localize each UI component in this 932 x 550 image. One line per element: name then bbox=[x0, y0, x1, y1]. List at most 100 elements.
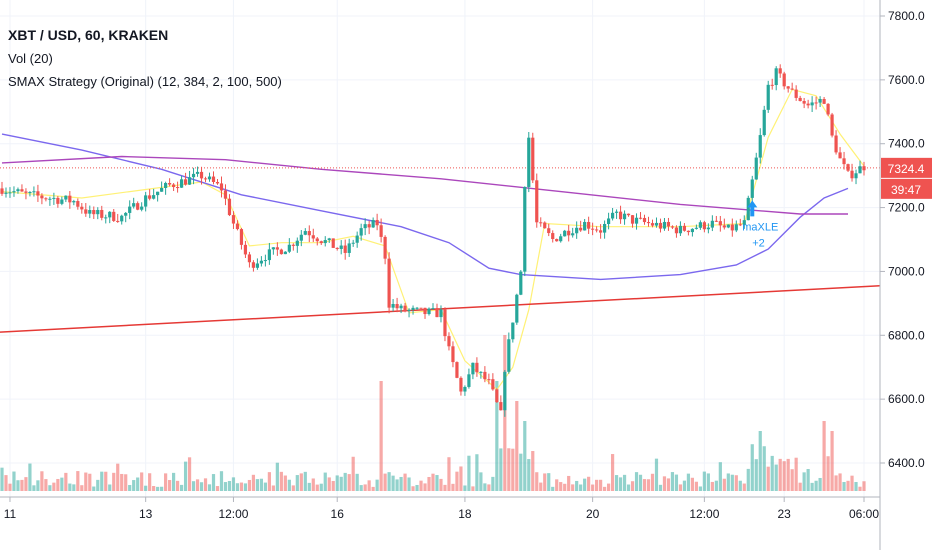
candle-body bbox=[511, 322, 515, 340]
volume-bar bbox=[483, 483, 487, 491]
volume-bar bbox=[802, 472, 806, 491]
candle-body bbox=[459, 377, 463, 392]
volume-bar bbox=[722, 478, 726, 491]
candle-body bbox=[519, 271, 523, 295]
volume-bar bbox=[291, 485, 295, 491]
time-axis[interactable]: 11 13 12:00 16 18 20 12:00 23 06:00 bbox=[4, 497, 880, 521]
price-tick-label: 7200.0 bbox=[888, 201, 925, 215]
volume-bar bbox=[746, 468, 750, 491]
candle-body bbox=[726, 224, 730, 228]
candle-body bbox=[168, 183, 172, 185]
candle-body bbox=[112, 211, 116, 221]
volume-bar bbox=[211, 474, 216, 491]
candle-body bbox=[670, 226, 675, 228]
volume-bar bbox=[750, 444, 754, 491]
volume-bar bbox=[778, 458, 782, 491]
volume-bar bbox=[622, 474, 627, 491]
candle-body bbox=[419, 307, 423, 309]
candle-body bbox=[678, 225, 683, 234]
volume-bar bbox=[168, 480, 172, 491]
candle-body bbox=[299, 234, 303, 241]
volume-bar bbox=[112, 472, 116, 491]
volume-bar bbox=[702, 471, 706, 491]
candle-body bbox=[618, 211, 623, 220]
time-tick-label: 18 bbox=[458, 507, 472, 521]
candle-body bbox=[706, 227, 710, 230]
volume-bar bbox=[156, 486, 160, 491]
strategy-indicator-label[interactable]: SMAX Strategy (Original) (12, 384, 2, 10… bbox=[8, 74, 282, 89]
candle-body bbox=[263, 260, 267, 262]
volume-bar bbox=[120, 473, 124, 491]
volume-bar bbox=[443, 484, 447, 491]
last-price-text: 7324.4 bbox=[888, 162, 925, 176]
candle-body bbox=[104, 217, 108, 219]
volume-bar bbox=[243, 483, 248, 491]
volume-bar bbox=[375, 479, 379, 491]
time-tick-label: 06:00 bbox=[849, 507, 879, 521]
volume-bar bbox=[363, 484, 367, 491]
volume-bar bbox=[339, 476, 343, 491]
candle-body bbox=[806, 103, 810, 106]
volume-bar bbox=[347, 474, 351, 491]
volume-bar bbox=[798, 482, 802, 491]
volume-bar bbox=[527, 459, 531, 491]
volume-bar bbox=[535, 472, 539, 491]
volume-bar bbox=[547, 473, 551, 491]
candle-body bbox=[235, 223, 240, 230]
price-axis[interactable] bbox=[880, 0, 932, 550]
volume-bar bbox=[487, 484, 491, 491]
volume-bar bbox=[710, 481, 714, 491]
volume-bar bbox=[311, 478, 315, 491]
candle-body bbox=[599, 230, 603, 233]
candle-body bbox=[491, 379, 495, 390]
candle-body bbox=[766, 84, 770, 110]
volume-bar bbox=[219, 471, 224, 491]
candle-body bbox=[28, 191, 32, 193]
candle-body bbox=[48, 198, 52, 200]
volume-bar bbox=[491, 476, 495, 491]
volume-bar bbox=[463, 485, 467, 491]
volume-bar bbox=[271, 485, 275, 491]
candle-body bbox=[810, 102, 814, 106]
volume-indicator-label[interactable]: Vol (20) bbox=[8, 51, 53, 66]
trade-signal[interactable]: maXLE +2 bbox=[742, 200, 778, 249]
candle-body bbox=[650, 223, 655, 226]
symbol-title[interactable]: XBT / USD, 60, KRAKEN bbox=[8, 27, 169, 43]
long-entry-arrow-icon bbox=[747, 200, 758, 217]
candle-body bbox=[179, 179, 184, 188]
volume-bar bbox=[335, 475, 339, 491]
candle-body bbox=[259, 260, 263, 264]
candle-body bbox=[339, 245, 343, 249]
volume-bar bbox=[247, 479, 252, 491]
candle-body bbox=[579, 227, 583, 231]
volume-bar bbox=[858, 486, 862, 491]
candle-body bbox=[311, 235, 315, 239]
volume-bar bbox=[638, 474, 643, 491]
volume-bar bbox=[618, 477, 623, 491]
candle-body bbox=[714, 220, 718, 222]
candle-body bbox=[255, 263, 260, 268]
volume-bar bbox=[12, 471, 16, 491]
candle-body bbox=[219, 183, 224, 191]
candle-body bbox=[124, 212, 128, 216]
time-tick-label: 23 bbox=[778, 507, 792, 521]
volume-bar bbox=[64, 472, 68, 491]
candle-body bbox=[136, 203, 140, 210]
candle-body bbox=[100, 209, 104, 218]
candle-body bbox=[850, 170, 854, 179]
time-tick-label: 13 bbox=[139, 507, 153, 521]
candle-body bbox=[231, 215, 236, 224]
volume-bar bbox=[455, 471, 459, 491]
candle-body bbox=[778, 68, 782, 74]
candle-body bbox=[610, 212, 615, 219]
volume-bar bbox=[80, 485, 84, 491]
volume-bar bbox=[634, 472, 639, 491]
volume-bar bbox=[786, 458, 790, 491]
volume-bar bbox=[164, 473, 168, 491]
volume-bar bbox=[4, 475, 8, 491]
volume-bar bbox=[387, 472, 391, 491]
candle-body bbox=[303, 231, 307, 235]
volume-bar bbox=[603, 486, 607, 491]
volume-bar bbox=[519, 453, 523, 491]
